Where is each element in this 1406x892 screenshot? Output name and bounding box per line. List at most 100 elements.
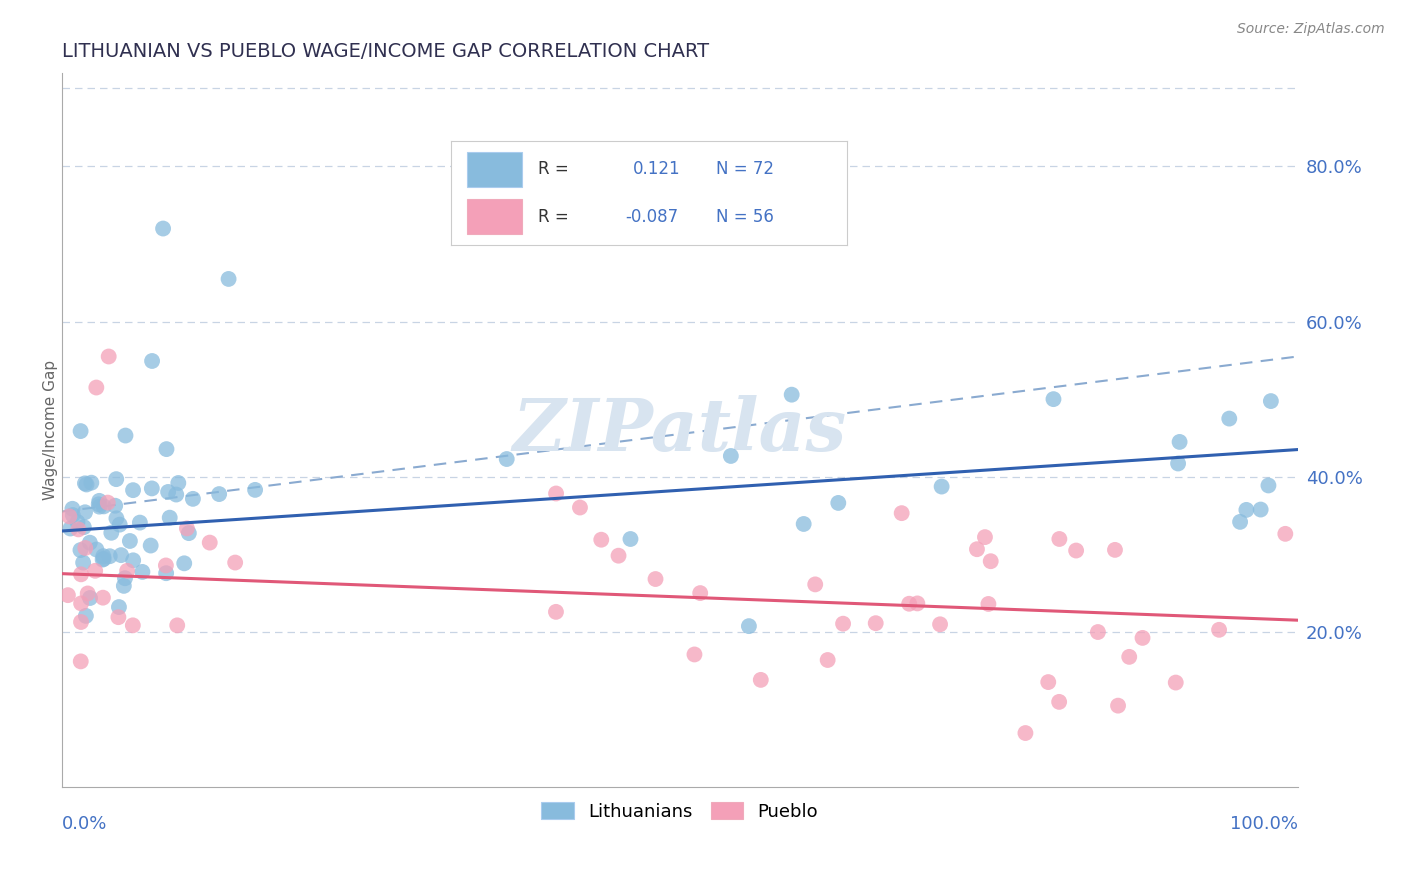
Legend: Lithuanians, Pueblo: Lithuanians, Pueblo <box>534 795 825 828</box>
Point <box>224 556 246 570</box>
Point <box>738 619 761 633</box>
Point <box>121 618 143 632</box>
Point <box>689 586 711 600</box>
Point <box>97 495 120 509</box>
Text: LITHUANIAN VS PUEBLO WAGE/INCOME GAP CORRELATION CHART: LITHUANIAN VS PUEBLO WAGE/INCOME GAP COR… <box>62 42 709 61</box>
Point <box>1257 478 1279 492</box>
Point <box>152 221 174 235</box>
Point <box>87 497 110 511</box>
Point <box>70 567 93 582</box>
Point <box>91 591 114 605</box>
Y-axis label: Wage/Income Gap: Wage/Income Gap <box>44 360 58 500</box>
Point <box>1260 394 1282 409</box>
Point <box>122 553 145 567</box>
Point <box>181 491 204 506</box>
Point <box>157 485 180 500</box>
Point <box>72 556 94 570</box>
Point <box>73 476 96 491</box>
Point <box>243 483 266 497</box>
Point <box>128 516 150 530</box>
Point <box>1218 411 1240 425</box>
Point <box>93 500 115 514</box>
Point <box>1234 503 1257 517</box>
Point <box>69 424 91 438</box>
Point <box>607 549 630 563</box>
Point <box>114 571 136 585</box>
Point <box>198 535 221 549</box>
Point <box>644 572 666 586</box>
Point <box>1014 726 1036 740</box>
Point <box>73 520 96 534</box>
Point <box>141 354 163 368</box>
Text: ZIPatlas: ZIPatlas <box>513 394 846 466</box>
Point <box>1132 631 1154 645</box>
Point <box>165 487 187 501</box>
Point <box>155 566 177 581</box>
Point <box>173 557 195 571</box>
Point <box>1274 526 1296 541</box>
Point <box>66 515 89 529</box>
Point <box>93 549 115 564</box>
Point <box>86 380 108 394</box>
Point <box>70 615 93 629</box>
Point <box>76 586 98 600</box>
Point <box>1047 695 1070 709</box>
Point <box>155 558 177 573</box>
Point <box>1250 502 1272 516</box>
Point <box>176 521 198 535</box>
Text: 0.0%: 0.0% <box>62 815 107 833</box>
Text: 100.0%: 100.0% <box>1230 815 1298 833</box>
Point <box>86 542 108 557</box>
Point <box>118 533 141 548</box>
Point <box>69 543 91 558</box>
Point <box>817 653 839 667</box>
Point <box>56 588 79 602</box>
Point <box>208 487 231 501</box>
Point <box>683 648 706 662</box>
Point <box>91 552 114 566</box>
Point <box>105 511 128 525</box>
Point <box>1047 532 1070 546</box>
Point <box>141 482 163 496</box>
Point <box>1087 625 1109 640</box>
Point <box>112 579 135 593</box>
Point <box>159 510 181 524</box>
Text: Source: ZipAtlas.com: Source: ZipAtlas.com <box>1237 22 1385 37</box>
Point <box>1167 457 1189 471</box>
Point <box>980 554 1002 568</box>
Point <box>495 452 517 467</box>
Point <box>131 565 153 579</box>
Point <box>104 499 127 513</box>
Point <box>58 509 80 524</box>
Point <box>1118 649 1140 664</box>
Point <box>76 477 98 491</box>
Point <box>177 526 200 541</box>
Point <box>69 654 91 668</box>
Point <box>79 591 101 605</box>
Point <box>780 387 803 401</box>
Point <box>827 496 849 510</box>
Point <box>62 508 84 522</box>
Point <box>80 475 103 490</box>
Point <box>107 610 129 624</box>
Point <box>122 483 145 498</box>
Point <box>898 597 921 611</box>
Point <box>108 600 131 615</box>
Point <box>84 564 107 578</box>
Point <box>114 428 136 442</box>
Point <box>1208 623 1230 637</box>
Point <box>79 535 101 549</box>
Point <box>73 505 96 519</box>
Point <box>929 617 952 632</box>
Point <box>832 616 855 631</box>
Point <box>59 521 82 535</box>
Point <box>568 500 591 515</box>
Point <box>1042 392 1064 406</box>
Point <box>544 605 567 619</box>
Point <box>619 532 641 546</box>
Point <box>67 522 90 536</box>
Point <box>890 506 912 520</box>
Point <box>1229 515 1251 529</box>
Point <box>139 539 162 553</box>
Point <box>1038 675 1060 690</box>
